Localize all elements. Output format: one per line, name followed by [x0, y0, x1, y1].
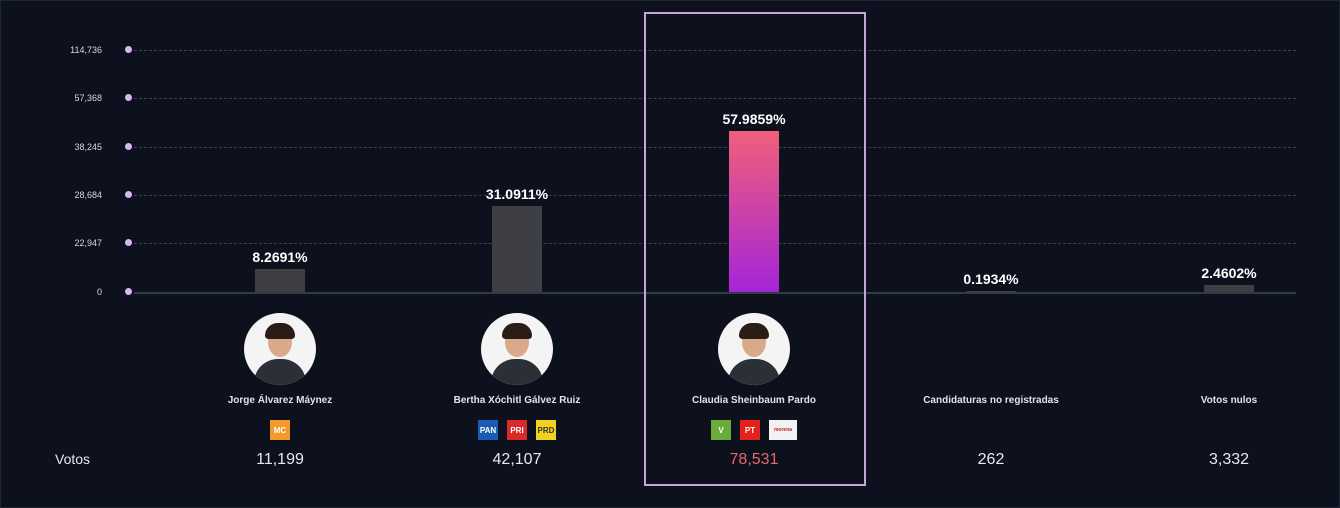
bar-percent-label: 0.1934%	[963, 271, 1019, 287]
bar-percent-label: 31.0911%	[485, 185, 549, 202]
candidate-photo	[244, 313, 316, 385]
party-logo-pan-icon: PAN	[478, 420, 498, 440]
bar	[1204, 285, 1254, 292]
party-logo-morena-icon: morena	[769, 420, 797, 440]
party-logo-pt-icon: PT	[740, 420, 760, 440]
winner-highlight-box	[644, 12, 866, 486]
y-tick-dot	[125, 46, 132, 53]
candidate-name: Claudia Sheinbaum Pardo	[692, 395, 816, 406]
y-tick-label: 28,684	[74, 190, 102, 200]
photo-hair	[265, 323, 295, 339]
gridline	[134, 50, 1296, 51]
candidate-name: Jorge Álvarez Máynez	[227, 395, 333, 406]
candidate-photo	[481, 313, 553, 385]
candidate-name: Bertha Xóchitl Gálvez Ruiz	[453, 395, 581, 406]
vote-count: 3,332	[1208, 451, 1250, 468]
party-logos: V PT morena	[644, 420, 864, 440]
y-tick-dot	[125, 143, 132, 150]
party-logos: PAN PRI PRD	[407, 420, 627, 440]
y-tick-label: 57,368	[74, 93, 102, 103]
photo-body	[254, 359, 306, 385]
candidate-photo	[718, 313, 790, 385]
bar-percent-label: 8.2691%	[252, 249, 308, 266]
bar	[255, 269, 305, 292]
x-axis-baseline	[134, 292, 1296, 294]
y-tick-dot	[125, 239, 132, 246]
y-tick-label: 38,245	[74, 142, 102, 152]
bar-percent-label: 57.9859%	[722, 111, 786, 128]
bar	[492, 205, 542, 292]
photo-hair	[502, 323, 532, 339]
party-logo-prd-icon: PRD	[536, 420, 556, 440]
candidate-name: Candidaturas no registradas	[923, 395, 1059, 406]
vote-count: 11,199	[256, 451, 304, 468]
gridline	[134, 147, 1296, 148]
party-logo-pri-icon: PRI	[507, 420, 527, 440]
vote-count: 42,107	[492, 451, 542, 468]
party-logo-v-icon: V	[711, 420, 731, 440]
party-logo-mc-icon: MC	[270, 420, 290, 440]
y-tick-dot	[125, 191, 132, 198]
gridline	[134, 243, 1296, 244]
photo-body	[491, 359, 543, 385]
y-tick-dot	[125, 288, 132, 295]
vote-count: 78,531	[729, 451, 779, 468]
photo-hair	[739, 323, 769, 339]
y-tick-label: 114,736	[70, 45, 102, 55]
y-tick-dot	[125, 94, 132, 101]
y-tick-label: 0	[96, 287, 102, 297]
bar	[966, 291, 1016, 292]
bar-percent-label: 2.4602%	[1201, 265, 1257, 282]
photo-body	[728, 359, 780, 385]
bar	[729, 131, 779, 292]
y-tick-label: 22,947	[74, 238, 102, 248]
gridline	[134, 195, 1296, 196]
votes-row-label: Votos	[55, 451, 91, 467]
party-logos: MC	[170, 420, 390, 440]
gridline	[134, 98, 1296, 99]
candidate-name: Votos nulos	[1200, 395, 1258, 406]
vote-count: 262	[977, 451, 1005, 468]
